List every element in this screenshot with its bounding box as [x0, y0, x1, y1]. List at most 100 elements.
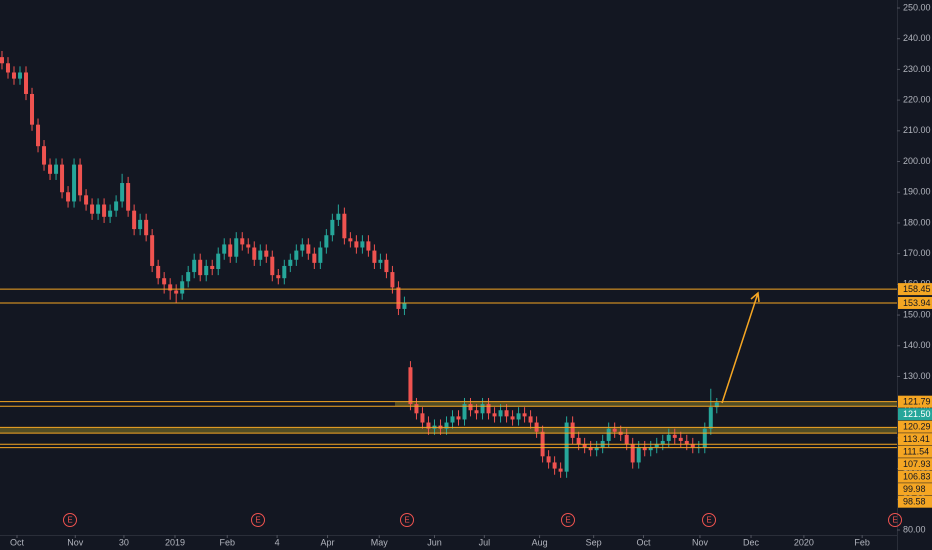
- candle-body: [102, 204, 107, 217]
- candle-body: [366, 241, 371, 251]
- x-tick-label: 30: [119, 537, 129, 547]
- candle-body: [672, 434, 677, 438]
- candle-body: [612, 428, 617, 432]
- candle-body: [336, 213, 341, 220]
- y-tick-label: 230.00: [903, 64, 931, 74]
- candle-body: [570, 422, 575, 438]
- y-tick-label: 140.00: [903, 340, 931, 350]
- y-tick-label: 130.00: [903, 371, 931, 381]
- candle-body: [258, 250, 263, 260]
- price-tag: [898, 458, 932, 471]
- price-tag: [898, 433, 932, 446]
- y-tick-label: 190.00: [903, 187, 931, 197]
- x-tick-label: Apr: [321, 537, 335, 547]
- candle-body: [444, 422, 449, 429]
- candle-body: [48, 164, 53, 174]
- candle-body: [96, 204, 101, 214]
- candle-body: [180, 281, 185, 294]
- candle-body: [348, 238, 353, 242]
- price-tag-label: 121.79: [903, 397, 931, 407]
- price-tag: [898, 470, 932, 483]
- candle-body: [132, 210, 137, 230]
- candle-body: [36, 124, 41, 147]
- price-tag-label: 107.93: [903, 459, 931, 469]
- candle-body: [666, 434, 671, 441]
- candle-body: [240, 238, 245, 245]
- candle-body: [708, 407, 713, 429]
- price-tag: [898, 395, 932, 408]
- candle-body: [378, 259, 383, 263]
- candle-body: [18, 72, 23, 79]
- candle-body: [210, 265, 215, 269]
- candle-body: [624, 434, 629, 445]
- candle-body: [462, 404, 467, 420]
- y-tick-label: 240.00: [903, 33, 931, 43]
- levels: [0, 288, 897, 449]
- candle-body: [450, 416, 455, 423]
- candle-body: [552, 462, 557, 469]
- candle-body: [78, 164, 83, 196]
- candle-body: [138, 219, 143, 230]
- y-tick-label: 220.00: [903, 94, 931, 104]
- candle-body: [228, 244, 233, 257]
- candle-body: [204, 265, 209, 276]
- earnings-marker: [561, 513, 575, 527]
- candle-body: [198, 259, 203, 276]
- candle-body: [108, 210, 113, 217]
- candle-body: [654, 444, 659, 448]
- price-tag-label: 106.83: [903, 472, 931, 482]
- candle-body: [510, 416, 515, 420]
- zone: [0, 427, 897, 434]
- x-tick-label: Jul: [479, 537, 491, 547]
- candle-body: [66, 192, 71, 202]
- candle-body: [60, 164, 65, 193]
- candle-body: [678, 437, 683, 441]
- candle-body: [252, 247, 257, 260]
- candle-body: [84, 195, 89, 205]
- candle-body: [192, 259, 197, 273]
- candle-body: [72, 164, 77, 202]
- candle-body: [420, 413, 425, 423]
- candle-body: [636, 447, 641, 463]
- x-tick-label: Nov: [67, 537, 84, 547]
- candle-body: [120, 183, 125, 202]
- x-tick-label: 2019: [165, 537, 185, 547]
- candle-body: [306, 244, 311, 254]
- candle-body: [162, 278, 167, 285]
- candle-body: [114, 201, 119, 211]
- candle-body: [480, 404, 485, 414]
- x-tick-label: Feb: [219, 537, 235, 547]
- candle-body: [474, 410, 479, 414]
- candle-body: [246, 244, 251, 248]
- price-tag-label: 153.94: [903, 298, 931, 308]
- candle-body: [354, 241, 359, 248]
- candle-body: [492, 413, 497, 417]
- price-tag-label: 113.41: [903, 434, 930, 444]
- candle-body: [156, 265, 161, 279]
- price-tag: [898, 296, 932, 309]
- candle-body: [288, 259, 293, 266]
- price-tag-label: 111.54: [903, 447, 929, 457]
- x-tick-label: Dec: [743, 537, 760, 547]
- candle-body: [564, 422, 569, 472]
- candle-body: [294, 250, 299, 260]
- candle-body: [390, 272, 395, 288]
- earnings-marker-label: E: [255, 516, 260, 525]
- earnings-marker: [888, 513, 902, 527]
- x-tick-label: Oct: [637, 537, 652, 547]
- y-tick-label: 250.00: [903, 2, 931, 12]
- price-tag: [898, 483, 932, 496]
- candle-body: [372, 250, 377, 263]
- y-tick-label: 170.00: [903, 248, 931, 258]
- candle-body: [414, 404, 419, 414]
- candle-body: [456, 416, 461, 420]
- candle-body: [504, 410, 509, 417]
- candle-body: [576, 437, 581, 445]
- candle-body: [282, 265, 287, 279]
- candle-body: [234, 238, 239, 257]
- candle-body: [522, 413, 527, 417]
- earnings-marker-label: E: [706, 516, 711, 525]
